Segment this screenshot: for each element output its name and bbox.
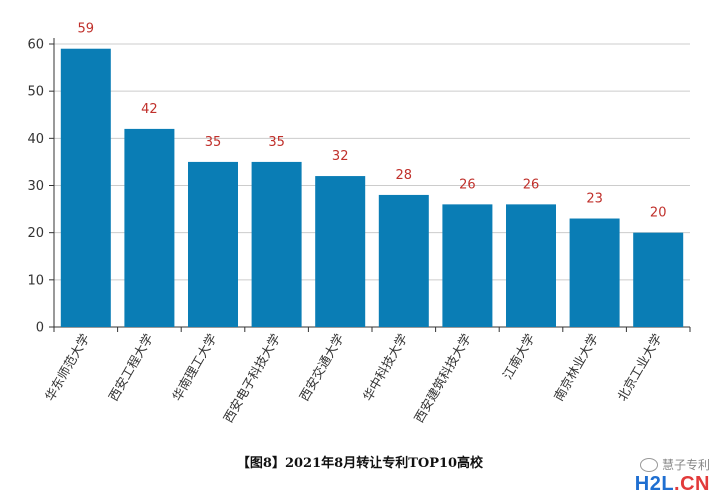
y-tick-label: 30: [27, 179, 44, 194]
y-tick-label: 60: [27, 38, 44, 53]
y-tick-label: 50: [27, 85, 44, 100]
bar: [188, 161, 238, 327]
data-label: 26: [523, 177, 540, 192]
wechat-icon: [639, 457, 658, 472]
watermark: 慧子专利 H2L.CN: [635, 456, 710, 496]
y-tick-label: 40: [27, 132, 44, 147]
x-category-label: 西安交通大学: [296, 331, 346, 403]
data-label: 32: [332, 149, 349, 164]
site-logo-main: H2L: [634, 473, 675, 495]
data-label: 59: [78, 22, 95, 37]
y-tick-label: 0: [36, 321, 44, 336]
bar: [251, 161, 302, 327]
site-logo: H2L.CN: [635, 473, 710, 496]
data-label: 23: [586, 192, 603, 207]
x-category-label: 西安电子科技大学: [220, 331, 283, 425]
data-label: 28: [396, 168, 413, 183]
site-logo-suffix: .CN: [674, 473, 710, 495]
data-label: 20: [650, 206, 667, 221]
x-category-label: 西安工程大学: [105, 331, 155, 403]
x-category-label: 西安建筑科技大学: [411, 331, 474, 425]
data-label: 42: [141, 102, 158, 117]
bar: [569, 218, 620, 327]
watermark-text: 慧子专利: [661, 458, 710, 472]
x-category-label: 江南大学: [500, 331, 538, 382]
x-category-label: 华中科技大学: [360, 331, 410, 403]
x-category-label: 华东师范大学: [42, 331, 92, 403]
x-category-label: 北京工业大学: [614, 331, 664, 403]
x-category-label: 华南理工大学: [169, 331, 219, 403]
bar: [633, 232, 684, 327]
bar: [315, 176, 366, 327]
x-category-label: 南京林业大学: [551, 331, 601, 403]
watermark-top: 慧子专利: [639, 456, 710, 473]
y-tick-label: 20: [27, 226, 44, 241]
bar: [506, 204, 556, 327]
data-label: 35: [268, 135, 285, 150]
chart-caption: 【图8】2021年8月转让专利TOP10高校: [236, 456, 484, 471]
y-tick-label: 10: [27, 273, 44, 288]
data-label: 35: [205, 135, 222, 150]
bar: [442, 204, 493, 327]
bar: [124, 128, 175, 327]
data-label: 26: [459, 177, 476, 192]
bar: [60, 48, 111, 327]
bar: [378, 194, 429, 327]
